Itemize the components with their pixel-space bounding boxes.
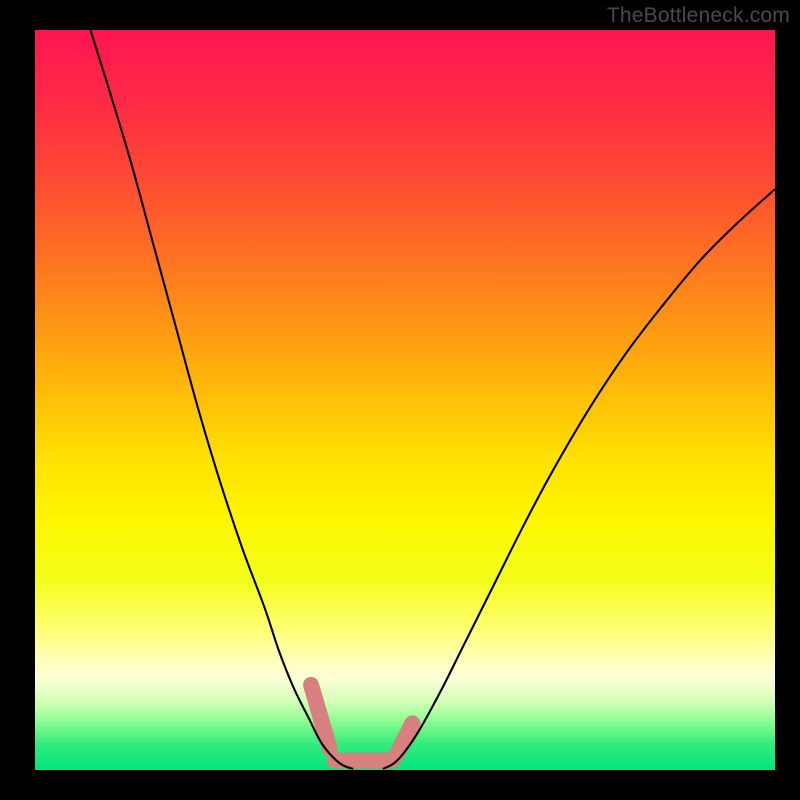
bottleneck-curve-chart — [35, 30, 775, 770]
chart-container — [35, 30, 775, 770]
watermark-text: TheBottleneck.com — [607, 4, 790, 28]
gradient-background — [35, 30, 775, 770]
